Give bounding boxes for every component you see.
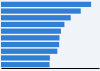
chart [0,0,100,71]
bar [1,49,57,54]
bar [1,2,91,7]
x-axis-line [2,68,100,69]
bar [1,15,71,20]
bar [1,8,81,13]
x-axis [2,68,100,69]
bar [1,42,59,47]
bars [1,2,91,68]
bar [1,29,61,34]
plot-area [1,2,100,69]
bar [1,35,59,40]
bar [1,55,50,60]
bar [1,22,64,27]
bar [1,62,50,67]
